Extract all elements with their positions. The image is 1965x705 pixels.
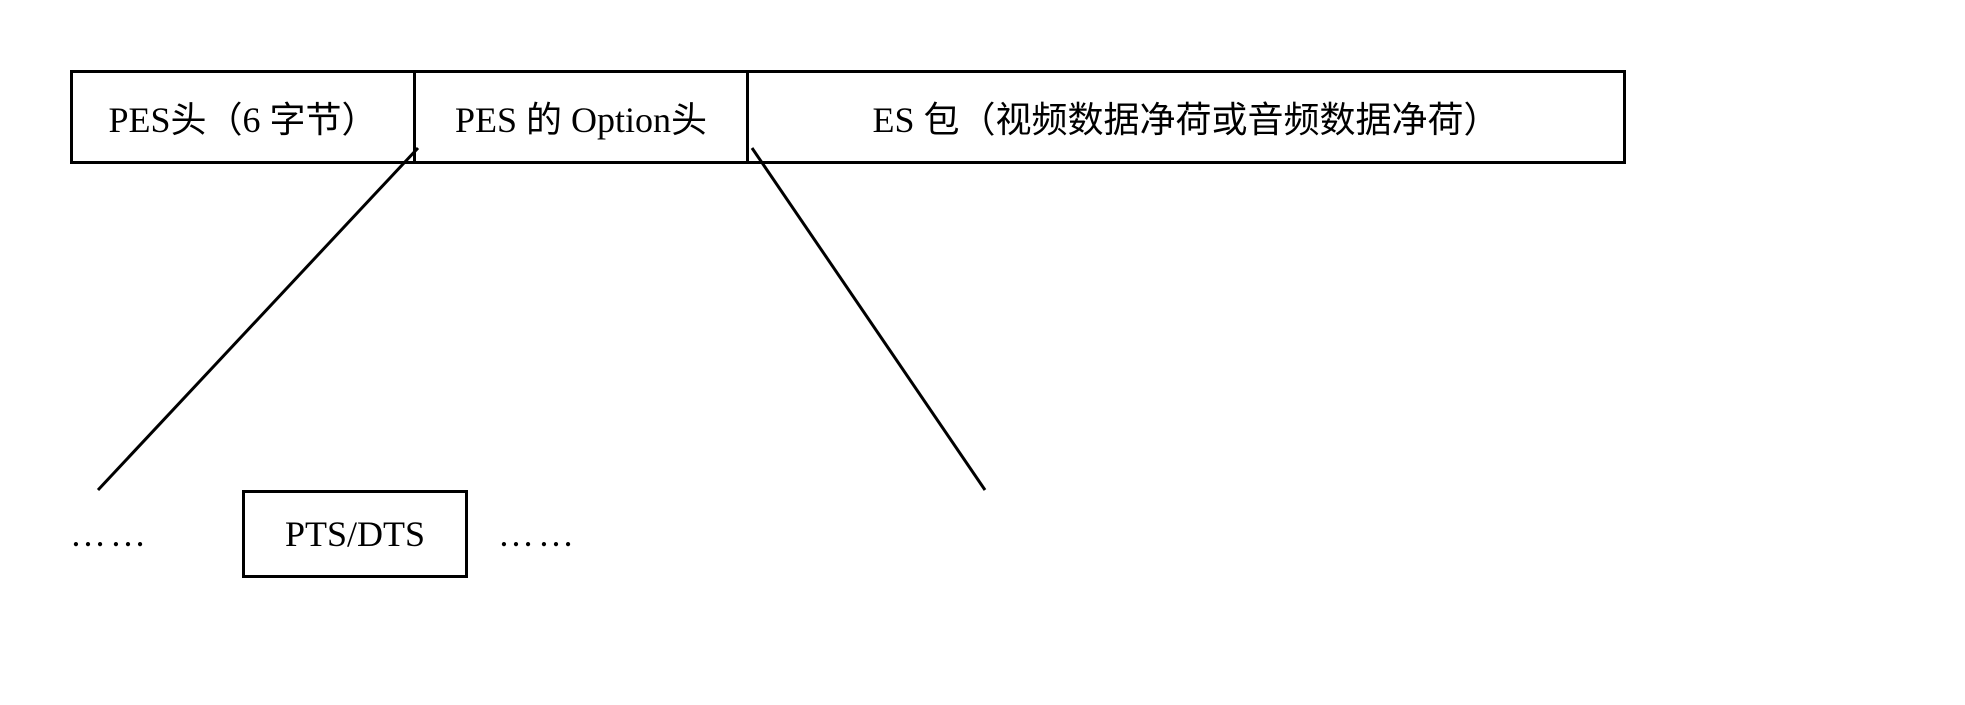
pes-header-cell: PES头（6 字节） — [70, 70, 416, 164]
option-header-expansion: …… PTS/DTS …… — [70, 490, 990, 578]
pes-option-header-cell: PES 的 Option头 — [413, 70, 749, 164]
dots-right: …… — [498, 513, 578, 555]
es-packet-cell: ES 包（视频数据净荷或音频数据净荷） — [746, 70, 1626, 164]
pts-dts-cell: PTS/DTS — [242, 490, 468, 578]
dots-left: …… — [70, 513, 150, 555]
packet-structure-row: PES头（6 字节） PES 的 Option头 ES 包（视频数据净荷或音频数… — [70, 70, 1626, 164]
pes-packet-diagram: PES头（6 字节） PES 的 Option头 ES 包（视频数据净荷或音频数… — [40, 40, 1920, 660]
